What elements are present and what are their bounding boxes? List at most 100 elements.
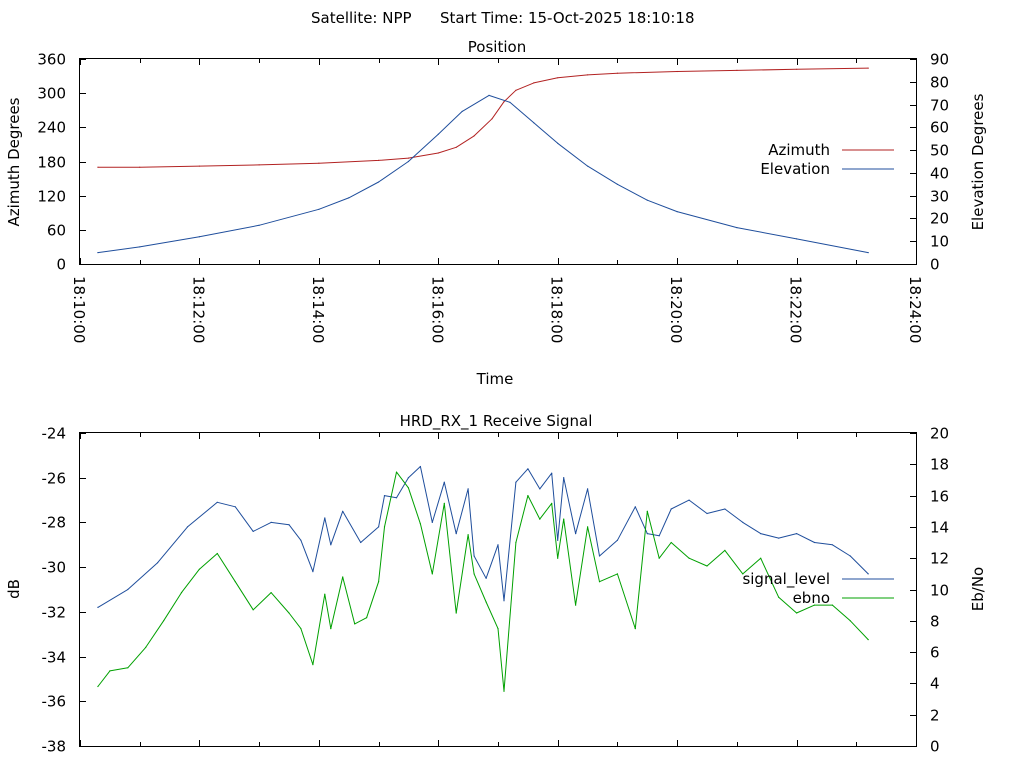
data-point bbox=[563, 518, 565, 520]
data-point bbox=[270, 521, 272, 524]
data-point bbox=[658, 557, 660, 559]
data-point bbox=[778, 537, 780, 539]
data-point bbox=[515, 541, 517, 544]
data-point bbox=[706, 565, 708, 567]
data-point bbox=[431, 573, 433, 575]
data-point bbox=[407, 160, 409, 163]
data-point bbox=[198, 236, 200, 238]
y2-tick-label: 80 bbox=[930, 74, 949, 92]
data-point bbox=[443, 481, 445, 483]
y2-tick-label: 2 bbox=[930, 707, 940, 725]
data-point bbox=[139, 166, 141, 168]
data-point bbox=[849, 620, 851, 622]
signal-plot-frame bbox=[79, 432, 917, 747]
data-point bbox=[198, 165, 200, 167]
data-point bbox=[378, 526, 380, 528]
data-point bbox=[557, 539, 559, 541]
data-point bbox=[551, 472, 553, 474]
legend-label: Azimuth bbox=[768, 141, 830, 159]
data-point bbox=[258, 164, 260, 166]
data-point bbox=[676, 211, 678, 213]
y-tick-label: 360 bbox=[37, 51, 66, 69]
y-tick-label: -28 bbox=[42, 514, 67, 532]
y2-tick-label: 90 bbox=[930, 51, 949, 69]
data-point bbox=[616, 573, 619, 575]
data-point bbox=[688, 499, 690, 501]
y-tick-label: -26 bbox=[42, 470, 67, 488]
data-point bbox=[127, 667, 129, 669]
y-tick-label: 300 bbox=[37, 85, 66, 103]
data-point bbox=[437, 152, 439, 154]
data-point bbox=[760, 557, 762, 559]
data-point bbox=[318, 208, 320, 210]
data-point bbox=[634, 628, 636, 630]
data-point bbox=[300, 628, 302, 630]
data-point bbox=[461, 110, 463, 112]
data-point bbox=[383, 495, 386, 497]
data-point bbox=[407, 477, 409, 479]
data-point bbox=[342, 510, 344, 512]
data-point bbox=[318, 162, 320, 164]
legend-label: signal_level bbox=[742, 570, 830, 589]
data-point bbox=[575, 533, 577, 535]
data-point bbox=[431, 521, 433, 524]
start-time-label: Start Time: 15-Oct-2025 18:10:18 bbox=[440, 9, 695, 27]
data-point bbox=[97, 606, 99, 609]
data-point bbox=[455, 533, 457, 535]
data-point bbox=[557, 142, 559, 144]
data-point bbox=[157, 562, 159, 564]
data-point bbox=[796, 68, 798, 70]
data-point bbox=[646, 199, 648, 201]
data-point bbox=[539, 518, 541, 520]
x-tick-label: 18:10:00 bbox=[70, 276, 88, 343]
data-point bbox=[760, 533, 762, 535]
data-point bbox=[252, 609, 254, 611]
data-point bbox=[216, 552, 218, 555]
y2-tick-label: 4 bbox=[930, 675, 940, 693]
data-point bbox=[670, 508, 672, 510]
data-point bbox=[437, 133, 439, 135]
data-point bbox=[366, 617, 368, 619]
data-point bbox=[724, 508, 726, 510]
data-point bbox=[706, 512, 708, 515]
y-tick-label: 240 bbox=[37, 119, 66, 137]
data-point bbox=[234, 506, 236, 508]
data-point bbox=[180, 592, 183, 594]
data-point bbox=[867, 573, 869, 575]
data-point bbox=[515, 89, 517, 91]
position-plot-frame bbox=[79, 58, 917, 265]
y2-tick-label: 6 bbox=[930, 644, 940, 662]
data-point bbox=[198, 568, 200, 570]
y2-tick-label: 20 bbox=[930, 210, 949, 228]
data-point bbox=[742, 573, 744, 575]
data-point bbox=[533, 122, 535, 124]
data-point bbox=[270, 592, 272, 594]
y-tick-label: 120 bbox=[37, 188, 66, 206]
data-point bbox=[557, 77, 559, 79]
data-point bbox=[503, 101, 505, 103]
data-point bbox=[575, 604, 577, 606]
data-point bbox=[407, 157, 409, 159]
y2-tick-label: 18 bbox=[930, 456, 949, 474]
data-point bbox=[186, 526, 189, 528]
data-point bbox=[616, 72, 619, 74]
y2-tick-label: 10 bbox=[930, 582, 949, 600]
data-point bbox=[527, 495, 529, 497]
data-point bbox=[97, 166, 99, 168]
y2-tick-label: 0 bbox=[930, 256, 940, 274]
data-point bbox=[473, 555, 475, 557]
data-point bbox=[551, 502, 553, 504]
data-point bbox=[354, 623, 356, 625]
data-point bbox=[312, 664, 314, 666]
data-point bbox=[796, 612, 798, 614]
x-tick-label: 18:16:00 bbox=[428, 276, 446, 343]
data-point bbox=[330, 544, 332, 546]
data-point bbox=[288, 524, 290, 526]
data-point bbox=[587, 74, 589, 76]
data-point bbox=[676, 70, 678, 73]
data-point bbox=[348, 197, 350, 199]
data-point bbox=[485, 601, 487, 603]
x-tick-label: 18:12:00 bbox=[189, 276, 207, 343]
data-point bbox=[497, 544, 499, 546]
data-point bbox=[616, 539, 619, 541]
